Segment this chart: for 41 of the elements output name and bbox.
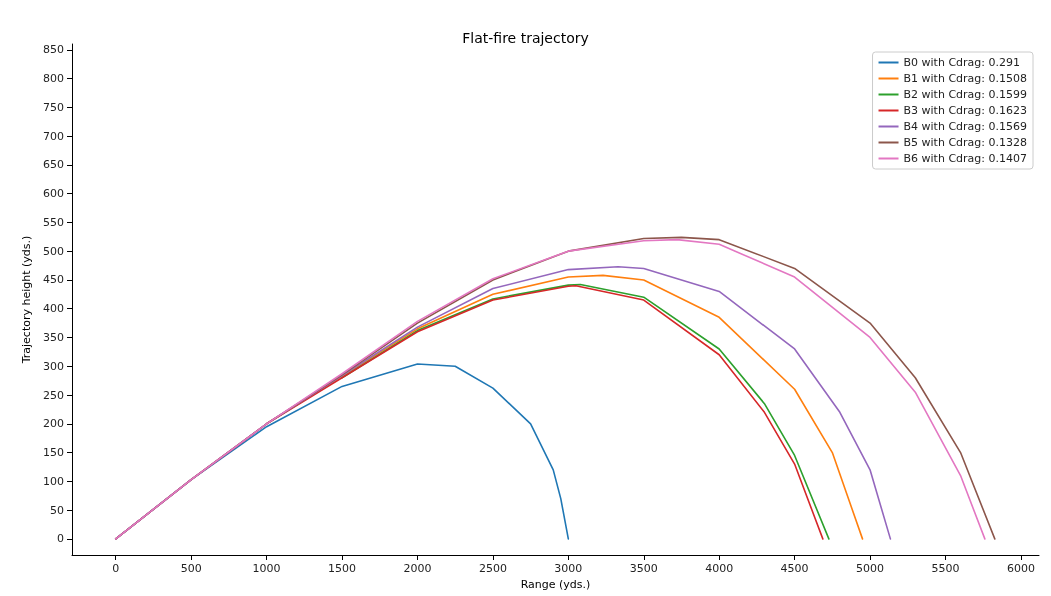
- x-tick-label: 2500: [478, 562, 507, 575]
- y-tick-label: 350: [43, 330, 64, 344]
- y-tick-label: 100: [43, 474, 64, 488]
- y-tick-label: 550: [43, 215, 64, 229]
- legend-label: B0 with Cdrag: 0.291: [903, 56, 1021, 69]
- y-tick-label: 600: [43, 187, 64, 201]
- legend-label: B4 with Cdrag: 0.1569: [903, 120, 1028, 133]
- y-tick-label: 300: [43, 359, 64, 373]
- x-tick-label: 3500: [629, 562, 658, 575]
- y-tick-label: 0: [57, 532, 64, 546]
- y-tick-label: 250: [43, 388, 64, 402]
- x-tick-label: 1000: [252, 562, 281, 575]
- x-tick-label: 3000: [554, 562, 583, 575]
- x-tick-label: 2000: [403, 562, 432, 575]
- x-tick-label: 500: [180, 562, 202, 575]
- y-tick-label: 700: [43, 129, 64, 143]
- y-tick-label: 500: [43, 244, 64, 258]
- x-axis-title: Range (yds.): [520, 578, 591, 591]
- x-tick-label: 4500: [780, 562, 809, 575]
- legend-label: B5 with Cdrag: 0.1328: [903, 136, 1028, 149]
- x-tick-label: 5000: [856, 562, 885, 575]
- x-tick-label: 6000: [1006, 562, 1035, 575]
- y-tick-label: 650: [43, 158, 64, 172]
- legend-label: B3 with Cdrag: 0.1623: [903, 104, 1028, 117]
- y-tick-label: 750: [43, 100, 64, 114]
- legend-label: B6 with Cdrag: 0.1407: [903, 152, 1028, 165]
- y-tick-label: 800: [43, 72, 64, 86]
- y-tick-label: 150: [43, 446, 64, 460]
- x-tick-label: 4000: [705, 562, 734, 575]
- y-tick-label: 400: [43, 302, 64, 316]
- y-tick-label: 50: [50, 503, 64, 517]
- y-axis-title: Trajectory height (yds.): [20, 235, 33, 365]
- legend-label: B2 with Cdrag: 0.1599: [903, 88, 1028, 101]
- chart-title: Flat-fire trajectory: [462, 30, 589, 46]
- y-tick-label: 200: [43, 417, 64, 431]
- y-tick-label: 450: [43, 273, 64, 287]
- y-tick-label: 850: [43, 43, 64, 57]
- legend-label: B1 with Cdrag: 0.1508: [903, 72, 1028, 85]
- x-tick-label: 0: [112, 562, 120, 575]
- x-tick-label: 1500: [328, 562, 357, 575]
- x-tick-label: 5500: [931, 562, 960, 575]
